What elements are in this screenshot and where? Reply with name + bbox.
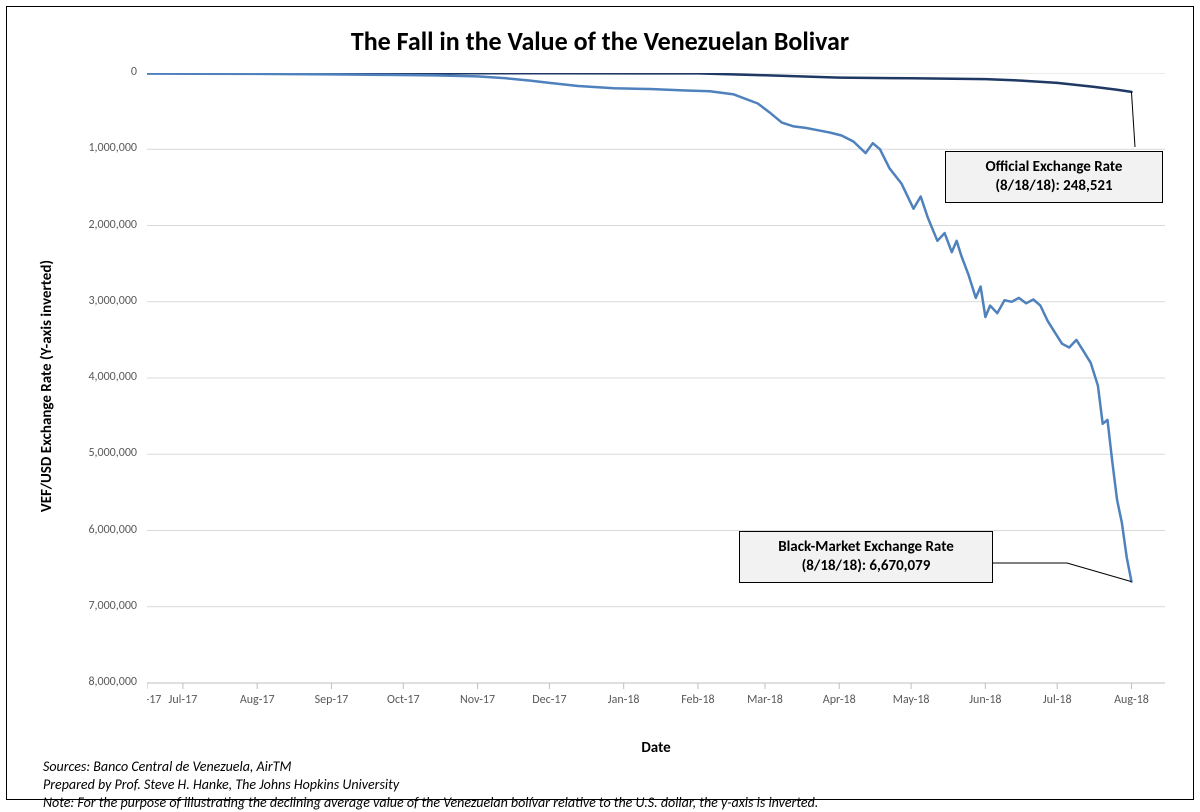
y-tick-label: 1,000,000: [88, 141, 137, 155]
svg-text:May-18: May-18: [893, 693, 930, 707]
y-tick-label: 8,000,000: [88, 675, 137, 689]
y-tick-label: 7,000,000: [88, 599, 137, 613]
svg-text:Aug-18: Aug-18: [1114, 693, 1149, 707]
y-tick-label: 0: [131, 65, 137, 79]
svg-text:Jun-18: Jun-18: [969, 693, 1001, 707]
callout-blackmarket: Black-Market Exchange Rate (8/18/18): 6,…: [739, 531, 993, 583]
svg-text:Aug-17: Aug-17: [240, 693, 275, 707]
chart-notes: Sources: Banco Central de Venezuela, Air…: [43, 757, 1173, 812]
x-axis-label: Date: [147, 739, 1165, 757]
y-tick-label: 6,000,000: [88, 523, 137, 537]
y-tick-label: 2,000,000: [88, 218, 137, 232]
svg-text:Sep-17: Sep-17: [315, 693, 349, 707]
svg-text:Jul-17: Jul-17: [169, 693, 198, 707]
y-axis-label: VEF/USD Exchange Rate (Y-axis inverted): [38, 226, 56, 546]
callout-line: Black-Market Exchange Rate: [750, 538, 982, 557]
svg-text:Feb-18: Feb-18: [681, 693, 714, 707]
y-tick-label: 5,000,000: [88, 446, 137, 460]
callout-line: Official Exchange Rate: [956, 158, 1152, 177]
callout-line: (8/18/18): 6,670,079: [750, 557, 982, 576]
svg-text:Jul-17: Jul-17: [147, 693, 161, 707]
svg-text:Jan-18: Jan-18: [608, 693, 640, 707]
svg-text:Jul-18: Jul-18: [1043, 693, 1072, 707]
note-line: Note: For the purpose of illustrating th…: [43, 794, 1173, 811]
callout-official: Official Exchange Rate (8/18/18): 248,52…: [945, 151, 1163, 203]
y-tick-label: 4,000,000: [88, 370, 137, 384]
chart-frame: The Fall in the Value of the Venezuelan …: [6, 6, 1194, 800]
y-tick-label: 3,000,000: [88, 294, 137, 308]
svg-text:Nov-17: Nov-17: [460, 693, 495, 707]
callout-line: (8/18/18): 248,521: [956, 177, 1152, 196]
svg-text:Oct-17: Oct-17: [387, 693, 420, 707]
svg-text:Mar-18: Mar-18: [747, 693, 783, 707]
svg-text:Dec-17: Dec-17: [532, 693, 566, 707]
chart-title: The Fall in the Value of the Venezuelan …: [7, 25, 1193, 57]
svg-text:Apr-18: Apr-18: [823, 693, 856, 707]
note-line: Sources: Banco Central de Venezuela, Air…: [43, 758, 1173, 775]
note-line: Prepared by Prof. Steve H. Hanke, The Jo…: [43, 776, 1173, 793]
